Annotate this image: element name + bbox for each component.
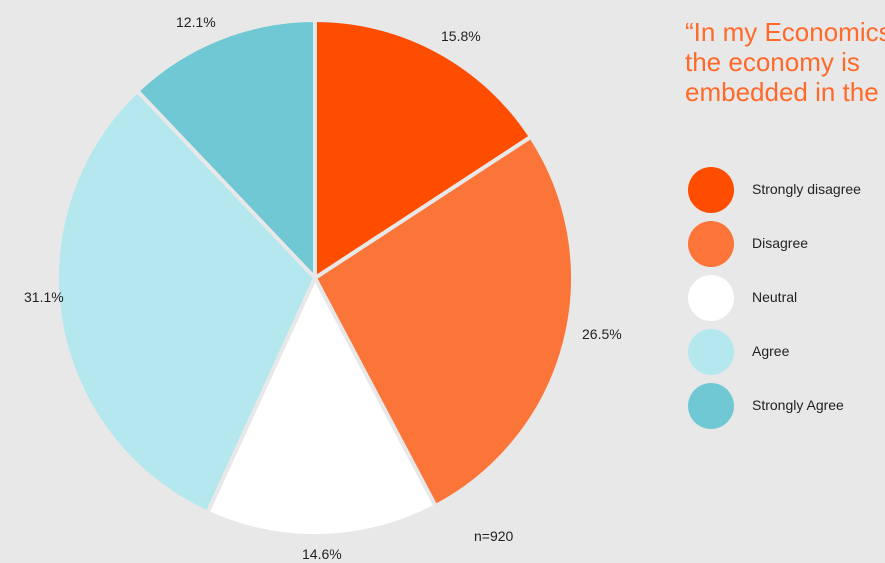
legend-swatch-strongly-agree xyxy=(688,383,734,429)
slice-value-label-agree: 31.1% xyxy=(24,289,64,305)
pie-slice-strongly-disagree xyxy=(313,18,533,280)
chart-title-line-3: embedded in the xyxy=(685,77,879,107)
legend-swatch-disagree xyxy=(688,221,734,267)
slice-value-label-neutral: 14.6% xyxy=(302,546,342,562)
legend-label-strongly-agree: Strongly Agree xyxy=(752,397,844,413)
sample-size-note: n=920 xyxy=(474,528,514,544)
slice-value-label-strongly-agree: 12.1% xyxy=(176,14,216,30)
chart-title-line-1: “In my Economics xyxy=(685,17,885,47)
legend-swatch-strongly-disagree xyxy=(688,167,734,213)
legend-label-agree: Agree xyxy=(752,343,790,359)
pie-slice-neutral xyxy=(205,276,438,538)
pie-slice-agree xyxy=(55,88,317,515)
legend-label-disagree: Disagree xyxy=(752,235,809,251)
legend-label-strongly-disagree: Strongly disagree xyxy=(752,181,861,197)
chart-title-line-2: the economy is xyxy=(685,47,860,77)
pie-slice-strongly-agree xyxy=(135,18,317,280)
slice-value-label-disagree: 26.5% xyxy=(582,326,622,342)
legend-label-neutral: Neutral xyxy=(752,289,798,305)
pie-slice-disagree xyxy=(313,134,575,509)
chart-title: “In my Economics the economy is embedded… xyxy=(685,17,885,117)
legend-swatch-agree xyxy=(688,329,734,375)
slice-value-label-strongly-disagree: 15.8% xyxy=(441,28,481,44)
legend-swatch-neutral xyxy=(688,275,734,321)
